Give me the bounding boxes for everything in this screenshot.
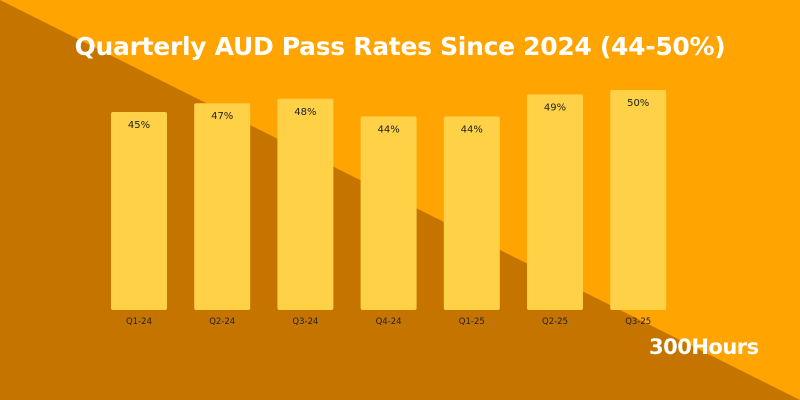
x-tick-label: Q1-25 <box>459 317 485 327</box>
data-label: 49% <box>544 102 566 113</box>
x-tick-label: Q2-24 <box>209 317 235 327</box>
data-label: 50% <box>627 98 649 109</box>
bar-Q1-25 <box>443 116 500 311</box>
x-tick-label: Q4-24 <box>376 317 402 327</box>
data-label: 45% <box>128 120 150 131</box>
bar-Q2-24 <box>194 103 251 310</box>
x-tick-label: Q1-24 <box>126 317 152 327</box>
data-label: 44% <box>377 124 399 135</box>
bar-Q4-24 <box>360 116 417 311</box>
data-label: 48% <box>294 107 316 118</box>
x-tick-label: Q2-25 <box>542 317 568 327</box>
x-tick-label: Q3-25 <box>625 317 651 327</box>
chart-title: Quarterly AUD Pass Rates Since 2024 (44-… <box>74 32 726 61</box>
x-tick-label: Q3-24 <box>292 317 318 327</box>
brand-logo: 300Hours <box>649 335 759 359</box>
data-label: 44% <box>461 124 483 135</box>
bar-Q1-24 <box>111 112 167 310</box>
bar-Q3-25 <box>610 90 667 310</box>
bar-Q2-25 <box>527 94 583 311</box>
bar-Q3-24 <box>277 98 334 310</box>
data-label: 47% <box>211 111 233 122</box>
